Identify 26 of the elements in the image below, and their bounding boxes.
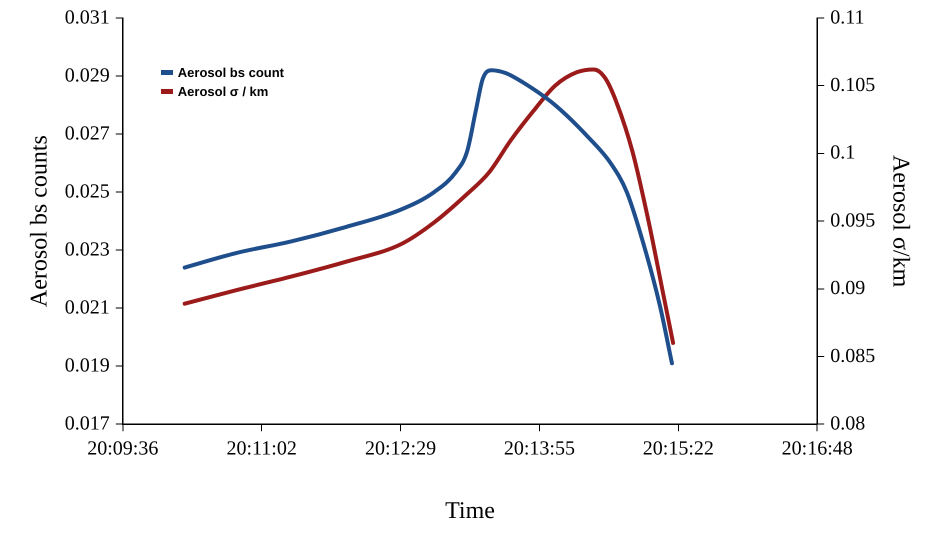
y-tick-label: 0.019	[64, 354, 110, 376]
y2-tick-label: 0.09	[830, 277, 866, 300]
x-tick-label: 20:16:48	[782, 437, 853, 460]
y2-tick-label: 0.095	[830, 209, 876, 232]
x-tick-label: 20:12:29	[364, 437, 436, 460]
legend-label: Aerosol σ / km	[178, 83, 268, 101]
x-tick-label: 20:15:22	[642, 437, 714, 460]
y-tick-label: 0.025	[64, 180, 110, 202]
y-tick-label: 0.031	[64, 6, 110, 28]
y-tick-label: 0.021	[64, 296, 110, 318]
x-tick-label: 20:11:02	[226, 437, 297, 460]
y2-tick-label: 0.085	[830, 344, 876, 367]
y2-axis-title: Aerosol σ/km	[887, 154, 914, 288]
y2-tick-label: 0.08	[830, 412, 866, 434]
y-tick-label: 0.017	[64, 412, 110, 434]
y-tick-label: 0.029	[64, 64, 110, 86]
y-tick-label: 0.023	[64, 238, 110, 260]
x-axis-title: Time	[445, 498, 495, 524]
y2-tick-label: 0.11	[830, 6, 864, 28]
y-tick-label: 0.027	[64, 122, 110, 144]
x-tick-label: 20:09:36	[87, 437, 158, 460]
legend-label: Aerosol bs count	[178, 64, 284, 82]
y2-tick-label: 0.105	[830, 74, 876, 96]
y-axis-title: Aerosol bs counts	[26, 135, 53, 308]
y2-tick-label: 0.1	[830, 142, 856, 164]
x-tick-label: 20:13:55	[504, 437, 576, 460]
